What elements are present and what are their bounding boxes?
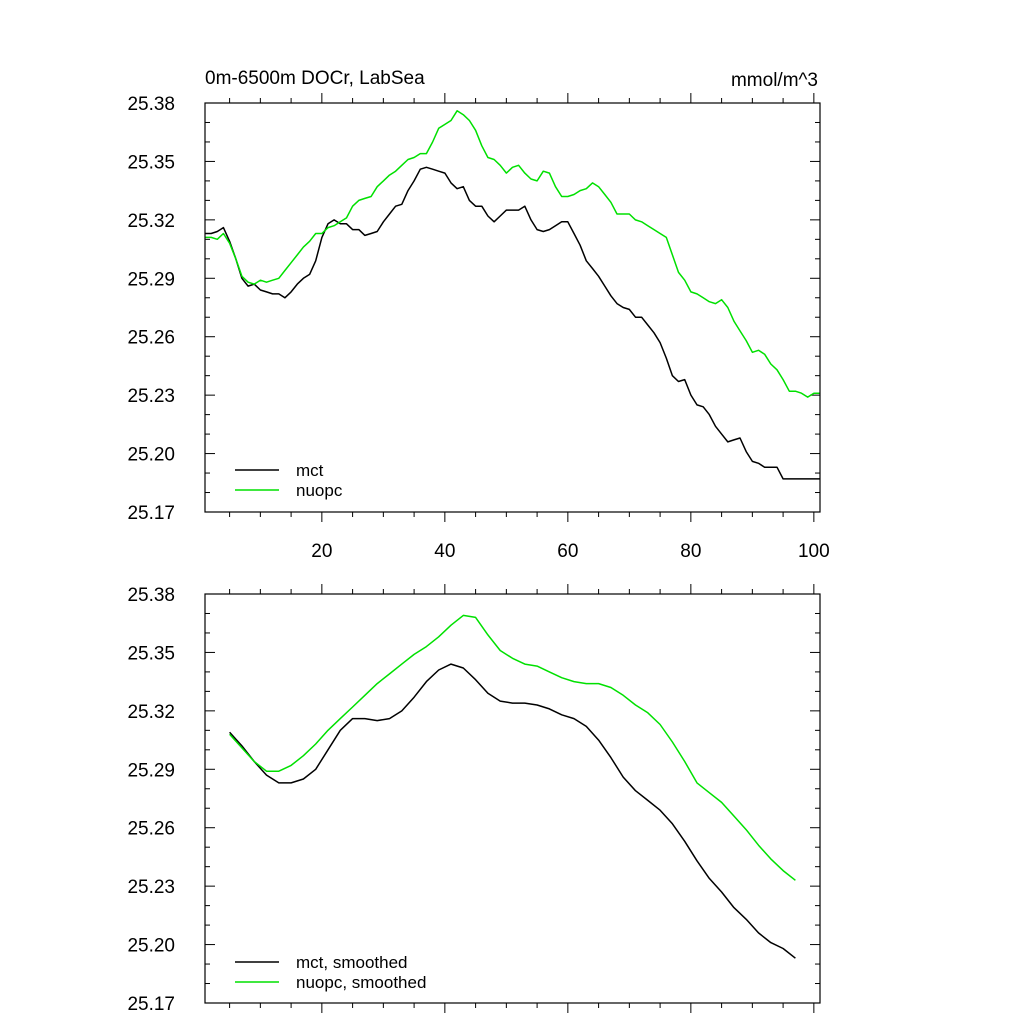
y-tick-label: 25.29 xyxy=(127,269,175,290)
top-panel: 0m-6500m DOCr, LabSea mmol/m^3 25.17 25.2… xyxy=(127,68,829,562)
top-panel-title: 0m-6500m DOCr, LabSea xyxy=(205,68,425,89)
top-panel-legend: mct nuopc xyxy=(235,461,343,500)
x-tick-label: 20 xyxy=(311,541,332,562)
y-tick-label: 25.23 xyxy=(127,877,175,898)
top-panel-ticks: 25.17 25.20 25.23 25.26 25.29 25.32 25.35 25.38… xyxy=(127,93,830,562)
bottom-panel-frame xyxy=(204,593,821,1004)
bottom-panel-ticks: 25.17 25.20 25.23 25.26 25.29 25.32 25.35 25.38 xyxy=(127,584,820,1015)
y-tick-label: 25.17 xyxy=(127,994,175,1015)
y-tick-label: 25.17 xyxy=(127,503,175,524)
x-tick-label: 60 xyxy=(557,541,578,562)
series-line-mct-smoothed xyxy=(229,663,796,959)
y-tick-label: 25.26 xyxy=(127,819,175,840)
legend-nuopc-label: nuopc xyxy=(296,481,343,500)
x-tick-label: 100 xyxy=(798,541,830,562)
y-tick-label: 25.20 xyxy=(127,936,175,957)
y-tick-label: 25.32 xyxy=(127,211,175,232)
series-line-nuopc xyxy=(205,110,820,398)
bottom-panel-legend: mct, smoothed nuopc, smoothed xyxy=(235,953,426,992)
bottom-panel: 25.17 25.20 25.23 25.26 25.29 25.32 25.35 25.38… xyxy=(127,584,821,1015)
series-line-mct xyxy=(205,166,820,480)
top-panel-units: mmol/m^3 xyxy=(731,70,818,91)
y-tick-label: 25.32 xyxy=(127,702,175,723)
y-tick-label: 25.38 xyxy=(127,94,175,115)
legend-mct-label: mct xyxy=(296,461,324,480)
y-tick-label: 25.35 xyxy=(127,152,175,173)
top-panel-series xyxy=(205,110,820,480)
series-line-nuopc-smoothed xyxy=(229,614,796,881)
y-tick-label: 25.29 xyxy=(127,760,175,781)
y-tick-label: 25.35 xyxy=(127,643,175,664)
y-tick-label: 25.38 xyxy=(127,585,175,606)
top-panel-frame xyxy=(204,102,821,513)
x-tick-label: 80 xyxy=(680,541,701,562)
y-tick-label: 25.23 xyxy=(127,386,175,407)
bottom-panel-series xyxy=(229,614,796,959)
legend-mct-smoothed-label: mct, smoothed xyxy=(296,953,408,972)
y-tick-label: 25.26 xyxy=(127,328,175,349)
y-tick-label: 25.20 xyxy=(127,445,175,466)
legend-nuopc-smoothed-label: nuopc, smoothed xyxy=(296,973,426,992)
x-tick-label: 40 xyxy=(434,541,455,562)
